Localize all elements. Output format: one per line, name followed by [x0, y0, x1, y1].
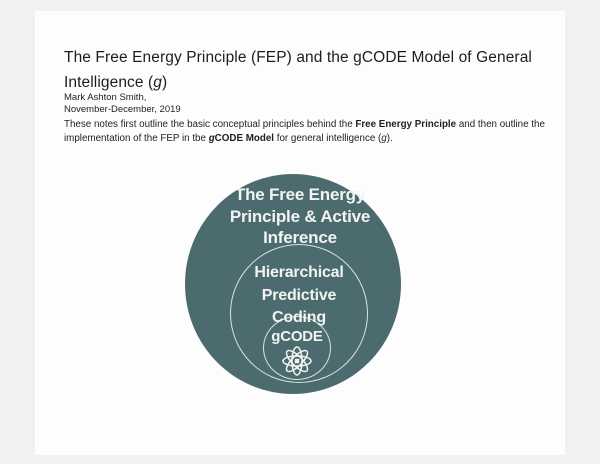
intro-bold-fep: Free Energy Principle [355, 119, 457, 130]
inner-circle-label: gCODE [271, 328, 323, 345]
date: November-December, 2019 [64, 104, 181, 115]
author: Mark Ashton Smith, [64, 92, 147, 103]
intro-paragraph: These notes first outline the basic conc… [64, 118, 545, 146]
intro-seg-4: ). [386, 133, 393, 144]
intro-italic-g: g [381, 133, 387, 144]
title-close-paren: ) [162, 74, 168, 91]
intro-seg-2: and then outline the implementation of t… [64, 119, 545, 144]
title-italic-g: g [153, 74, 163, 91]
intro-seg-3: for general intelligence ( [274, 133, 382, 144]
outer-circle-label: The Free Energy Principle & Active Infer… [229, 185, 371, 247]
title-line-1: The Free Energy Principle (FEP) and the … [64, 49, 532, 66]
intro-seg-1: These notes first outline the basic conc… [64, 119, 356, 130]
inner-circle [263, 316, 331, 380]
intro-bold-gcode: CODE Model [214, 133, 274, 144]
page-title: The Free Energy Principle (FEP) and the … [64, 45, 532, 95]
title-line-2-text: Intelligence ( [64, 74, 154, 91]
middle-circle-label: Hierarchical Predictive Coding [254, 264, 344, 326]
intro-bold-g: g [208, 133, 215, 144]
page: The Free Energy Principle (FEP) and the … [35, 11, 565, 455]
atom-icon [282, 346, 312, 376]
title-line-2: Intelligence (g) [64, 70, 532, 95]
venn-diagram: The Free Energy Principle & Active Infer… [185, 174, 401, 394]
middle-circle [230, 244, 368, 383]
